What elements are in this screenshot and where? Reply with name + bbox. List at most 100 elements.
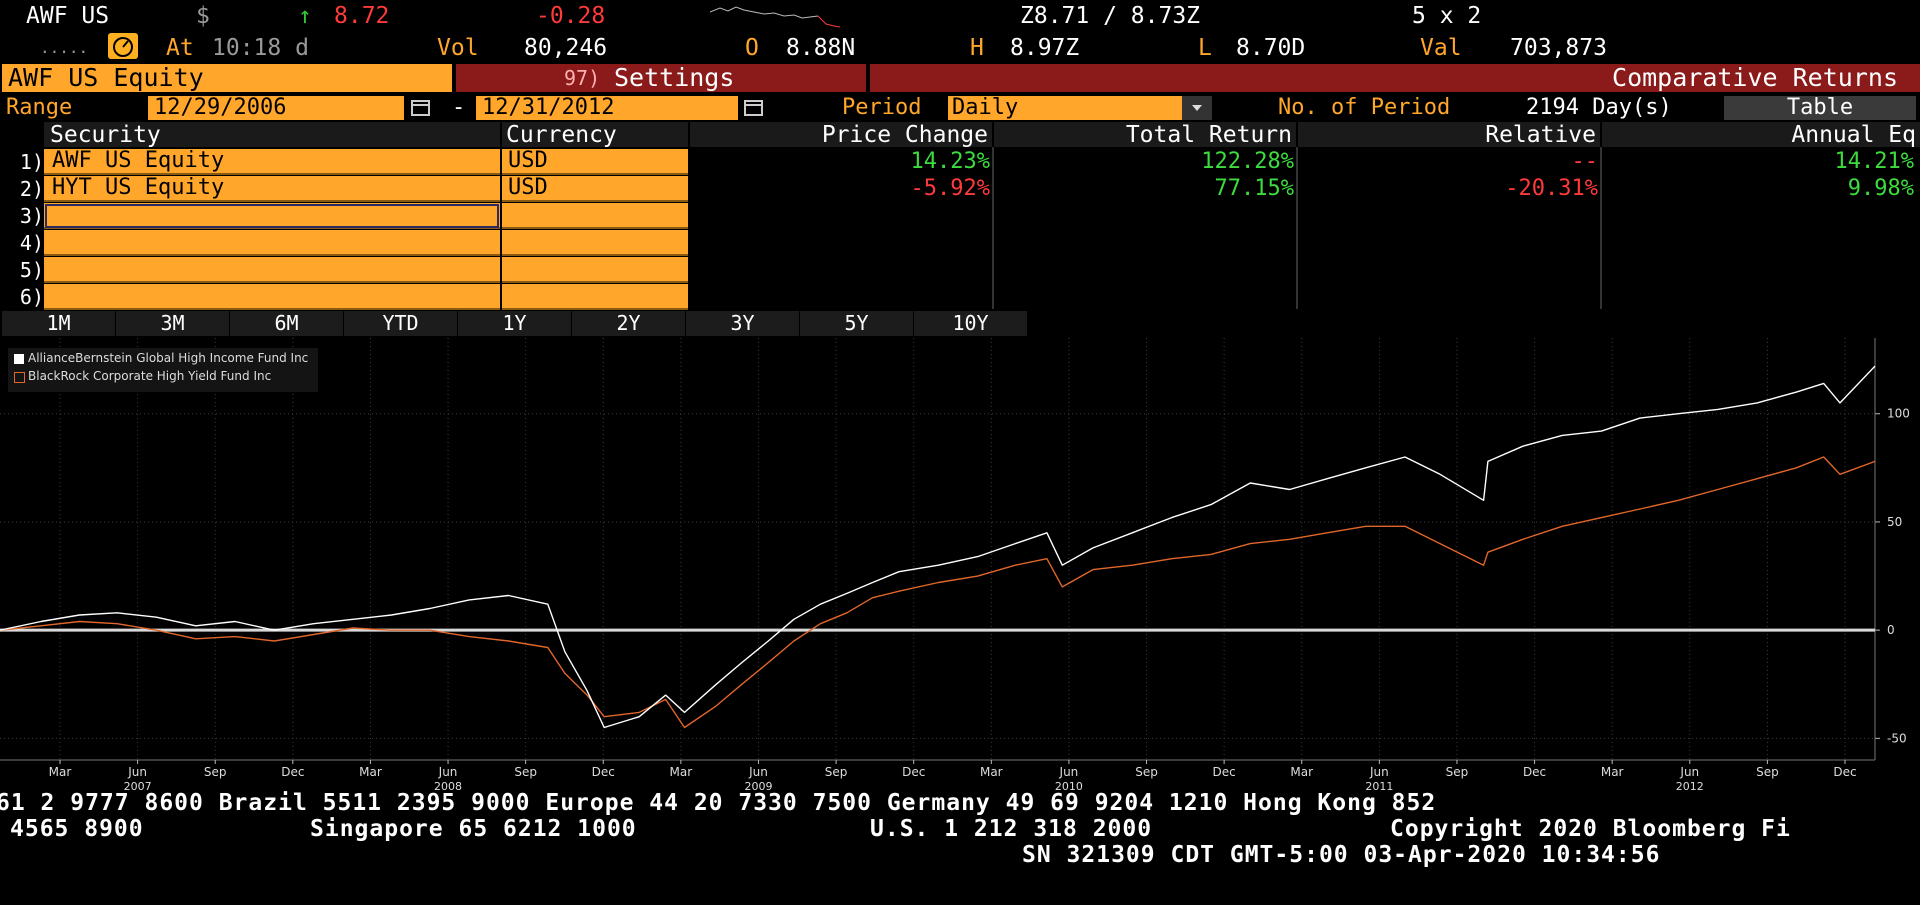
x-tick-label: Mar bbox=[980, 765, 1003, 779]
x-year-label: 2011 bbox=[1365, 780, 1393, 793]
currency-cell[interactable] bbox=[502, 230, 688, 256]
x-tick-label: Sep bbox=[514, 765, 537, 779]
security-cell[interactable] bbox=[44, 257, 500, 283]
settings-button[interactable]: 97) Settings bbox=[456, 64, 866, 92]
x-tick-label: Jun bbox=[438, 765, 458, 779]
start-calendar-icon[interactable] bbox=[410, 98, 432, 118]
menu-dots[interactable]: ..... bbox=[40, 38, 89, 57]
footer-copyright: Copyright 2020 Bloomberg Fi bbox=[1390, 816, 1791, 842]
currency-cell[interactable] bbox=[502, 203, 688, 229]
quote-time: 10:18 d bbox=[212, 35, 309, 61]
period-button-10y[interactable]: 10Y bbox=[914, 311, 1028, 336]
x-tick-label: Dec bbox=[1833, 765, 1856, 779]
period-button-5y[interactable]: 5Y bbox=[800, 311, 914, 336]
table-button[interactable]: Table bbox=[1724, 96, 1916, 120]
footer-contacts-line1: 61 2 9777 8600 Brazil 5511 2395 9000 Eur… bbox=[0, 790, 1437, 816]
period-button-2y[interactable]: 2Y bbox=[572, 311, 686, 336]
range-dash: - bbox=[452, 95, 466, 120]
x-tick-label: Sep bbox=[1135, 765, 1158, 779]
security-input[interactable]: AWF US Equity bbox=[2, 64, 452, 92]
period-button-3y[interactable]: 3Y bbox=[686, 311, 800, 336]
vol-value: 80,246 bbox=[524, 35, 608, 61]
legend-label-awf: AllianceBernstein Global High Income Fun… bbox=[28, 351, 309, 365]
x-tick-label: Dec bbox=[592, 765, 615, 779]
end-calendar-icon[interactable] bbox=[743, 98, 765, 118]
quote-size: 5 x 2 bbox=[1412, 3, 1482, 29]
relative-cell: -20.31% bbox=[1505, 176, 1598, 201]
currency-cell[interactable] bbox=[502, 284, 688, 310]
security-cell[interactable]: AWF US Equity bbox=[44, 149, 500, 175]
annual-eq-cell: 14.21% bbox=[1834, 149, 1914, 174]
period-label: Period bbox=[842, 95, 922, 120]
currency-cell[interactable] bbox=[502, 257, 688, 283]
currency-cell[interactable]: USD bbox=[502, 149, 688, 175]
ticker-symbol[interactable]: AWF US bbox=[26, 3, 110, 29]
x-tick-label: Dec bbox=[1523, 765, 1546, 779]
currency-cell[interactable]: USD bbox=[502, 176, 688, 202]
legend-swatch-hyt bbox=[14, 372, 25, 383]
security-cell[interactable] bbox=[44, 230, 500, 256]
x-year-label: 2007 bbox=[124, 780, 152, 793]
x-tick-label: Jun bbox=[1059, 765, 1079, 779]
x-tick-label: Jun bbox=[127, 765, 147, 779]
open-value: 8.88N bbox=[786, 35, 856, 61]
x-tick-label: Sep bbox=[1446, 765, 1469, 779]
intraday-sparkline bbox=[710, 6, 840, 28]
relative-cell: -- bbox=[1571, 149, 1599, 174]
security-cell[interactable] bbox=[44, 203, 500, 229]
val-value: 703,873 bbox=[1510, 35, 1607, 61]
column-divider bbox=[1296, 147, 1298, 309]
period-button-6m[interactable]: 6M bbox=[230, 311, 344, 336]
x-tick-label: Dec bbox=[1213, 765, 1236, 779]
settings-number: 97) bbox=[564, 66, 601, 90]
up-arrow-icon: ↑ bbox=[298, 3, 312, 29]
row-number: 3) bbox=[19, 204, 44, 228]
period-button-1y[interactable]: 1Y bbox=[458, 311, 572, 336]
period-dropdown[interactable]: Daily bbox=[948, 96, 1182, 120]
row-number: 4) bbox=[19, 231, 44, 255]
header-currency: Currency bbox=[502, 122, 688, 148]
chart-svg: 100 50 0 -50 Mar Jun Sep Dec Mar Jun Sep Dec Mar Jun S… bbox=[0, 338, 1910, 793]
column-divider bbox=[1600, 147, 1602, 309]
total-return-cell: 122.28% bbox=[1201, 149, 1294, 174]
header-annual-eq: Annual Eq bbox=[1602, 122, 1920, 148]
x-tick-label: Jun bbox=[1369, 765, 1389, 779]
y-tick-label: 100 bbox=[1887, 407, 1910, 421]
open-label: O bbox=[745, 35, 759, 61]
settings-label: Settings bbox=[614, 63, 735, 92]
function-title: Comparative Returns bbox=[870, 64, 1920, 92]
header-total-return: Total Return bbox=[994, 122, 1296, 148]
chevron-down-icon[interactable] bbox=[1182, 96, 1212, 120]
period-button-1m[interactable]: 1M bbox=[2, 311, 116, 336]
security-cell[interactable]: HYT US Equity bbox=[44, 176, 500, 202]
row-number: 6) bbox=[19, 285, 44, 309]
start-date-input[interactable]: 12/29/2006 bbox=[148, 96, 404, 120]
column-divider bbox=[992, 147, 994, 309]
x-year-label: 2008 bbox=[434, 780, 462, 793]
x-tick-label: Mar bbox=[49, 765, 72, 779]
x-tick-label: Sep bbox=[204, 765, 227, 779]
y-tick-label: -50 bbox=[1887, 731, 1907, 745]
total-return-cell: 77.15% bbox=[1214, 176, 1294, 201]
security-cell[interactable] bbox=[44, 284, 500, 310]
header-relative: Relative bbox=[1298, 122, 1600, 148]
series-line-hyt bbox=[0, 456, 1876, 729]
speedometer-icon[interactable] bbox=[108, 33, 138, 59]
footer-contacts-line2a: 4565 8900 bbox=[10, 816, 144, 842]
header-security: Security bbox=[44, 122, 500, 148]
period-button-3m[interactable]: 3M bbox=[116, 311, 230, 336]
x-tick-label: Mar bbox=[1290, 765, 1313, 779]
low-value: 8.70D bbox=[1236, 35, 1306, 61]
x-tick-label: Mar bbox=[1601, 765, 1624, 779]
x-tick-label: Jun bbox=[1679, 765, 1699, 779]
period-button-ytd[interactable]: YTD bbox=[344, 311, 458, 336]
legend-swatch-awf bbox=[14, 354, 24, 364]
annual-eq-cell: 9.98% bbox=[1847, 176, 1914, 201]
footer-contacts-line2b: Singapore 65 6212 1000 bbox=[310, 816, 637, 842]
high-label: H bbox=[970, 35, 984, 61]
val-label: Val bbox=[1420, 35, 1462, 61]
end-date-input[interactable]: 12/31/2012 bbox=[476, 96, 738, 120]
x-tick-label: Jun bbox=[748, 765, 768, 779]
x-tick-label: Sep bbox=[825, 765, 848, 779]
row-number: 1) bbox=[19, 150, 44, 174]
